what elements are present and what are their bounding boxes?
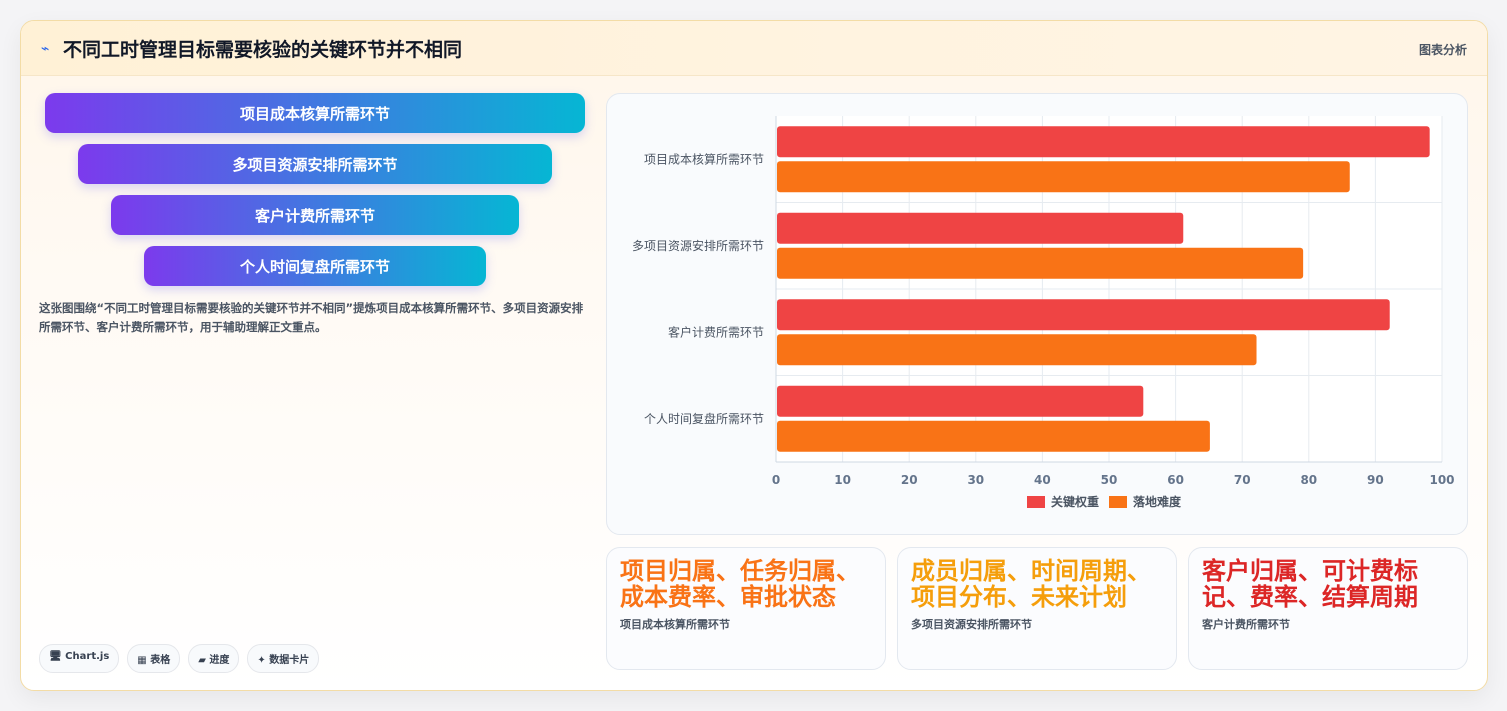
tag-list: 🖥 Chart.js ▦ 表格 ▰ 进度 ✦ 数据卡片 [39, 644, 320, 673]
x-tick-label: 90 [1367, 473, 1384, 487]
x-tick-label: 70 [1234, 473, 1251, 487]
legend-swatch [1027, 496, 1045, 508]
bar-2 [777, 334, 1257, 366]
x-tick-label: 10 [834, 473, 851, 487]
y-tick-label: 客户计费所需环节 [668, 324, 764, 339]
legend-label: 关键权重 [1051, 494, 1099, 509]
y-tick-label: 个人时间复盘所需环节 [644, 411, 764, 426]
bar-chart: 0 10 20 30 40 50 60 70 80 90 100 项目成本核算所需环节多项目资源安排所… [632, 116, 1455, 509]
funnel-step-4: 个人时间复盘所需环节 [144, 246, 486, 286]
x-tick-label: 60 [1167, 473, 1184, 487]
chart-trend-icon: ⌁ [41, 41, 50, 57]
bar-1 [777, 212, 1184, 244]
funnel-step-3: 客户计费所需环节 [111, 195, 519, 235]
kpi-label-2: 多项目资源安排所需环节 [911, 618, 1032, 631]
kpi-card-3: 客户归属、可计费标记、费率、结算周期 客户计费所需环节 [1188, 547, 1468, 670]
main-card: ⌁ 不同工时管理目标需要核验的关键环节并不相同 图表分析 项目成本核算所需环节 … [20, 20, 1488, 691]
x-tick-label: 80 [1300, 473, 1317, 487]
x-tick-label: 40 [1034, 473, 1051, 487]
x-tick-label: 20 [901, 473, 918, 487]
chart-panel: 0 10 20 30 40 50 60 70 80 90 100 项目成本核算所需环节多项目资源安排所… [606, 93, 1468, 535]
x-tick-label: 50 [1101, 473, 1118, 487]
y-tick-label: 多项目资源安排所需环节 [632, 238, 764, 253]
kpi-value-2: 成员归属、时间周期、项目分布、未来计划 [911, 557, 1151, 611]
bar-1 [777, 385, 1144, 417]
header: ⌁ 不同工时管理目标需要核验的关键环节并不相同 图表分析 [21, 21, 1487, 76]
kpi-label-3: 客户计费所需环节 [1202, 618, 1290, 631]
legend-swatch [1109, 496, 1127, 508]
kpi-card-2: 成员归属、时间周期、项目分布、未来计划 多项目资源安排所需环节 [897, 547, 1177, 670]
bar-2 [777, 247, 1304, 279]
kpi-value-1: 项目归属、任务归属、成本费率、审批状态 [620, 557, 860, 611]
bar-2 [777, 420, 1210, 452]
x-tick-label: 100 [1429, 473, 1454, 487]
tag-chartjs[interactable]: 🖥 Chart.js [39, 644, 120, 673]
page-title: 不同工时管理目标需要核验的关键环节并不相同 [63, 39, 463, 61]
tag-progress[interactable]: ▰ 进度 [188, 644, 240, 673]
chart-description: 这张图围绕“不同工时管理目标需要核验的关键环节并不相同”提炼项目成本核算所需环节… [39, 301, 584, 334]
chart-analysis-tag: 图表分析 [1418, 43, 1467, 57]
funnel-step-1: 项目成本核算所需环节 [45, 93, 585, 133]
bar-2 [777, 161, 1350, 193]
bar-1 [777, 126, 1430, 158]
legend-label: 落地难度 [1133, 494, 1182, 509]
kpi-card-1: 项目归属、任务归属、成本费率、审批状态 项目成本核算所需环节 [606, 547, 886, 670]
kpi-value-3: 客户归属、可计费标记、费率、结算周期 [1202, 557, 1418, 611]
funnel-step-2: 多项目资源安排所需环节 [78, 144, 552, 184]
kpi-label-1: 项目成本核算所需环节 [620, 618, 730, 631]
x-tick-label: 0 [772, 473, 780, 487]
y-tick-label: 项目成本核算所需环节 [644, 151, 764, 166]
tag-table[interactable]: ▦ 表格 [127, 644, 181, 673]
bar-1 [777, 299, 1390, 331]
x-tick-label: 30 [967, 473, 984, 487]
tag-data-card[interactable]: ✦ 数据卡片 [247, 644, 320, 673]
